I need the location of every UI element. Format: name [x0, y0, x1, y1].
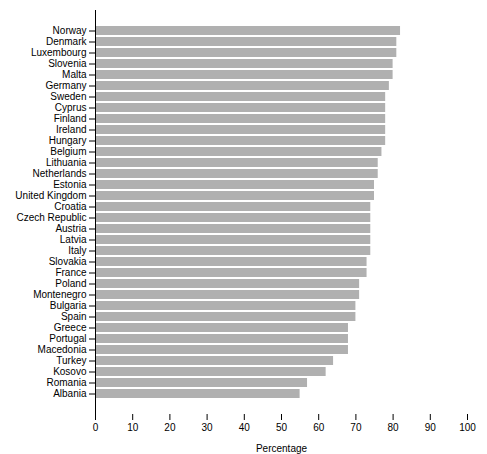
svg-text:Percentage: Percentage: [256, 443, 308, 454]
svg-text:Macedonia: Macedonia: [38, 344, 87, 355]
svg-text:Austria: Austria: [55, 223, 87, 234]
svg-text:Bulgaria: Bulgaria: [50, 300, 87, 311]
svg-text:Kosovo: Kosovo: [53, 366, 87, 377]
svg-text:50: 50: [276, 422, 288, 433]
svg-text:Luxembourg: Luxembourg: [31, 47, 87, 58]
svg-text:Malta: Malta: [62, 69, 87, 80]
svg-text:Czech Republic: Czech Republic: [16, 212, 86, 223]
svg-text:Sweden: Sweden: [50, 91, 86, 102]
svg-text:France: France: [55, 267, 87, 278]
svg-text:Montenegro: Montenegro: [33, 289, 87, 300]
svg-text:Germany: Germany: [45, 80, 86, 91]
svg-text:Cyprus: Cyprus: [55, 102, 87, 113]
svg-text:Hungary: Hungary: [49, 135, 87, 146]
svg-text:Estonia: Estonia: [53, 179, 87, 190]
svg-text:90: 90: [425, 422, 437, 433]
svg-text:70: 70: [350, 422, 362, 433]
svg-text:Italy: Italy: [68, 245, 86, 256]
svg-text:Latvia: Latvia: [60, 234, 87, 245]
svg-text:Romania: Romania: [46, 377, 86, 388]
svg-text:United Kingdom: United Kingdom: [15, 190, 86, 201]
svg-text:Spain: Spain: [61, 311, 87, 322]
svg-text:30: 30: [202, 422, 214, 433]
svg-text:Greece: Greece: [54, 322, 87, 333]
svg-text:Ireland: Ireland: [56, 124, 87, 135]
svg-text:10: 10: [127, 422, 139, 433]
svg-text:Finland: Finland: [54, 113, 87, 124]
svg-text:Poland: Poland: [55, 278, 86, 289]
svg-text:Netherlands: Netherlands: [33, 168, 87, 179]
svg-text:0: 0: [93, 422, 99, 433]
svg-text:Albania: Albania: [53, 388, 87, 399]
svg-text:Turkey: Turkey: [56, 355, 86, 366]
svg-text:60: 60: [313, 422, 325, 433]
svg-text:Denmark: Denmark: [46, 36, 88, 47]
svg-text:Slovakia: Slovakia: [49, 256, 87, 267]
svg-text:Croatia: Croatia: [54, 201, 87, 212]
svg-text:Portugal: Portugal: [49, 333, 86, 344]
svg-text:20: 20: [164, 422, 176, 433]
svg-text:80: 80: [388, 422, 400, 433]
svg-text:40: 40: [239, 422, 251, 433]
svg-text:Slovenia: Slovenia: [48, 58, 87, 69]
svg-text:Norway: Norway: [53, 25, 87, 36]
svg-text:Lithuania: Lithuania: [46, 157, 87, 168]
svg-text:Belgium: Belgium: [50, 146, 86, 157]
svg-text:100: 100: [459, 422, 476, 433]
